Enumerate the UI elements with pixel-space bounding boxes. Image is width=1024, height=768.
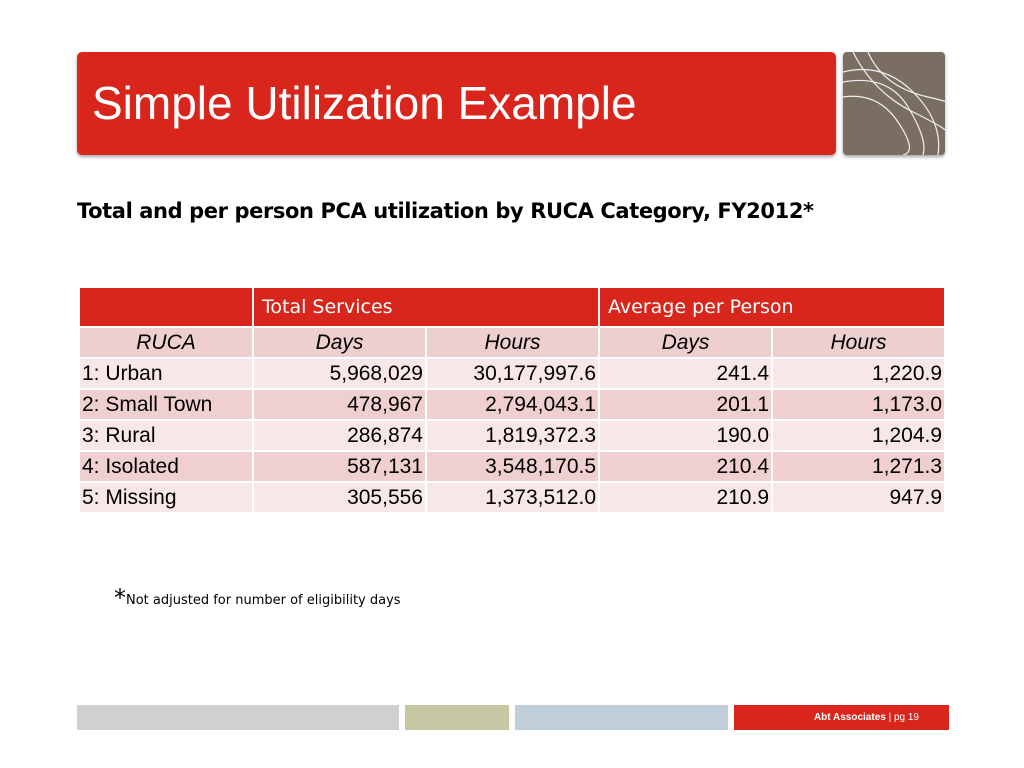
avg-days-cell: 210.4: [598, 450, 774, 483]
avg-hours-cell: 1,173.0: [771, 388, 947, 421]
footer-bar-olive: [405, 705, 509, 730]
table-row: 4: Isolated 587,131 3,548,170.5 210.4 1,…: [78, 450, 947, 483]
avg-days-cell: 210.9: [598, 481, 774, 514]
ruca-cell: 4: Isolated: [78, 450, 254, 483]
total-hours-cell: 30,177,997.6: [424, 357, 601, 390]
footer-bar-blue: [515, 705, 728, 730]
group-header-average-per-person: Average per Person: [598, 286, 947, 328]
column-header-total-days: Days: [252, 326, 427, 359]
footer-bar-gray: [77, 705, 399, 730]
total-hours-cell: 1,373,512.0: [424, 481, 601, 514]
total-days-cell: 478,967: [252, 388, 427, 421]
avg-hours-cell: 1,271.3: [771, 450, 947, 483]
total-days-cell: 286,874: [252, 419, 427, 452]
slide-title: Simple Utilization Example: [92, 77, 637, 129]
total-days-cell: 305,556: [252, 481, 427, 514]
column-header-avg-days: Days: [598, 326, 774, 359]
footnote-star: *: [114, 584, 126, 612]
abstract-lines-logo-icon: [843, 52, 945, 155]
total-days-cell: 5,968,029: [252, 357, 427, 390]
total-hours-cell: 2,794,043.1: [424, 388, 601, 421]
table-row: 3: Rural 286,874 1,819,372.3 190.0 1,204…: [78, 419, 947, 452]
total-hours-cell: 1,819,372.3: [424, 419, 601, 452]
column-header-row: RUCA Days Hours Days Hours: [78, 326, 947, 359]
logo-lines-graphic: [843, 52, 945, 155]
footer-page-number: pg 19: [893, 712, 919, 723]
footnote: *Not adjusted for number of eligibility …: [114, 584, 401, 612]
group-header-total-services: Total Services: [251, 286, 601, 328]
ruca-cell: 3: Rural: [78, 419, 254, 452]
footer-bar-red: Abt Associates | pg 19: [734, 705, 949, 730]
ruca-cell: 1: Urban: [78, 357, 254, 390]
group-header-row: Total Services Average per Person: [78, 286, 947, 328]
avg-hours-cell: 947.9: [771, 481, 947, 514]
ruca-cell: 2: Small Town: [78, 388, 254, 421]
ruca-cell: 5: Missing: [78, 481, 254, 514]
table-row: 2: Small Town 478,967 2,794,043.1 201.1 …: [78, 388, 947, 421]
avg-days-cell: 190.0: [598, 419, 774, 452]
column-header-total-hours: Hours: [424, 326, 601, 359]
table-caption: Total and per person PCA utilization by …: [77, 199, 814, 223]
footnote-text: Not adjusted for number of eligibility d…: [126, 593, 401, 608]
column-header-avg-hours: Hours: [771, 326, 947, 359]
avg-days-cell: 241.4: [598, 357, 774, 390]
avg-days-cell: 201.1: [598, 388, 774, 421]
footer-separator: |: [885, 712, 894, 723]
total-days-cell: 587,131: [252, 450, 427, 483]
column-header-ruca: RUCA: [78, 326, 254, 359]
title-banner: Simple Utilization Example: [77, 52, 836, 155]
group-header-empty: [78, 286, 254, 328]
footer-org-name: Abt Associates: [813, 712, 886, 723]
total-hours-cell: 3,548,170.5: [424, 450, 601, 483]
avg-hours-cell: 1,204.9: [771, 419, 947, 452]
table-row: 1: Urban 5,968,029 30,177,997.6 241.4 1,…: [78, 357, 947, 390]
utilization-table: Total Services Average per Person RUCA D…: [78, 286, 947, 514]
avg-hours-cell: 1,220.9: [771, 357, 947, 390]
table-row: 5: Missing 305,556 1,373,512.0 210.9 947…: [78, 481, 947, 514]
